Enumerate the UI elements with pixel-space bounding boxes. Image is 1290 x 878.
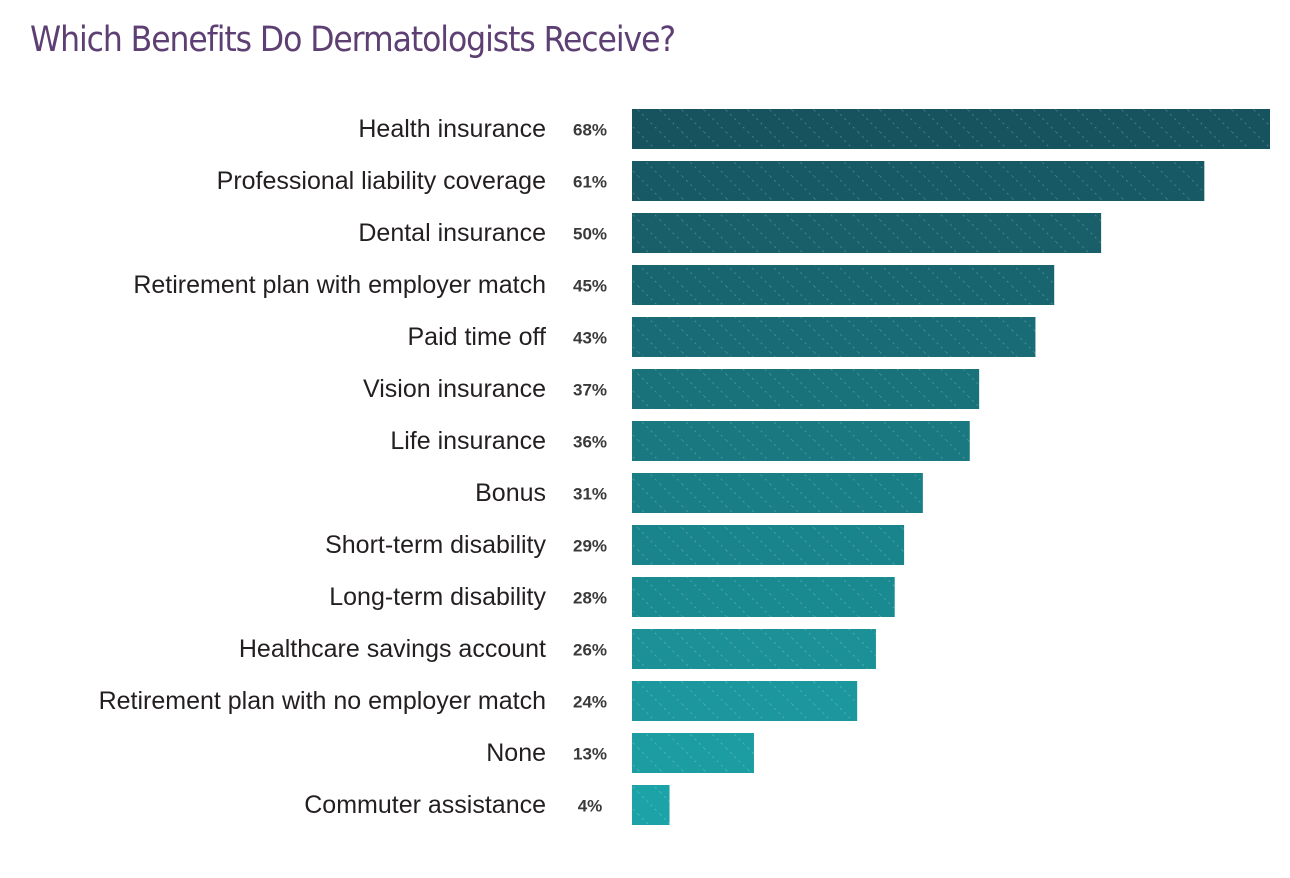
bar-row-professional-liability-coverage: Professional liability coverage 61%	[217, 161, 1205, 201]
chart-title: Which Benefits Do Dermatologists Receive…	[30, 20, 676, 60]
bar-texture-short-term-disability	[632, 525, 905, 565]
category-label-healthcare-savings-account: Healthcare savings account	[239, 635, 546, 663]
bar-texture-dental-insurance	[632, 213, 1102, 253]
bar-row-bonus: Bonus 31%	[475, 473, 923, 513]
value-label-short-term-disability: 29%	[573, 537, 607, 556]
value-label-health-insurance: 68%	[573, 121, 607, 140]
bar-texture-long-term-disability	[632, 577, 895, 617]
bar-texture-none	[632, 733, 754, 773]
value-label-dental-insurance: 50%	[573, 225, 607, 244]
bar-row-retirement-plan-with-no-employer-match: Retirement plan with no employer match 24…	[99, 681, 858, 721]
bar-row-long-term-disability: Long-term disability 28%	[329, 577, 895, 617]
bar-row-none: None 13%	[486, 733, 754, 773]
value-label-long-term-disability: 28%	[573, 589, 607, 608]
bar-texture-life-insurance	[632, 421, 970, 461]
bar-texture-health-insurance	[632, 109, 1270, 149]
bar-texture-professional-liability-coverage	[632, 161, 1205, 201]
category-label-dental-insurance: Dental insurance	[358, 219, 546, 247]
bar-row-dental-insurance: Dental insurance 50%	[358, 213, 1102, 253]
bar-texture-retirement-plan-with-employer-match	[632, 265, 1055, 305]
category-label-vision-insurance: Vision insurance	[363, 375, 546, 403]
bar-row-short-term-disability: Short-term disability 29%	[325, 525, 905, 565]
category-label-commuter-assistance: Commuter assistance	[304, 791, 546, 819]
bar-texture-retirement-plan-with-no-employer-match	[632, 681, 858, 721]
category-label-short-term-disability: Short-term disability	[325, 531, 546, 559]
bars-layer: Health insurance 68% Professional liabilit…	[99, 109, 1270, 825]
bar-texture-commuter-assistance	[632, 785, 670, 825]
value-label-vision-insurance: 37%	[573, 381, 607, 400]
bar-row-commuter-assistance: Commuter assistance 4%	[304, 785, 670, 825]
value-label-commuter-assistance: 4%	[578, 797, 603, 816]
category-label-long-term-disability: Long-term disability	[329, 583, 546, 611]
value-label-none: 13%	[573, 745, 607, 764]
value-label-retirement-plan-with-no-employer-match: 24%	[573, 693, 607, 712]
bar-texture-bonus	[632, 473, 923, 513]
category-label-retirement-plan-with-no-employer-match: Retirement plan with no employer match	[99, 687, 546, 715]
value-label-paid-time-off: 43%	[573, 329, 607, 348]
category-label-paid-time-off: Paid time off	[407, 323, 546, 351]
value-label-bonus: 31%	[573, 485, 607, 504]
value-label-life-insurance: 36%	[573, 433, 607, 452]
bar-row-life-insurance: Life insurance 36%	[390, 421, 970, 461]
bar-row-healthcare-savings-account: Healthcare savings account 26%	[239, 629, 876, 669]
bar-row-retirement-plan-with-employer-match: Retirement plan with employer match 45%	[133, 265, 1055, 305]
bar-texture-healthcare-savings-account	[632, 629, 876, 669]
value-label-professional-liability-coverage: 61%	[573, 173, 607, 192]
bar-row-paid-time-off: Paid time off 43%	[407, 317, 1036, 357]
bar-texture-vision-insurance	[632, 369, 980, 409]
value-label-healthcare-savings-account: 26%	[573, 641, 607, 660]
value-label-retirement-plan-with-employer-match: 45%	[573, 277, 607, 296]
bar-texture-paid-time-off	[632, 317, 1036, 357]
category-label-bonus: Bonus	[475, 479, 546, 507]
category-label-professional-liability-coverage: Professional liability coverage	[217, 167, 546, 195]
category-label-retirement-plan-with-employer-match: Retirement plan with employer match	[133, 271, 546, 299]
category-label-none: None	[486, 739, 546, 767]
bar-row-health-insurance: Health insurance 68%	[358, 109, 1270, 149]
category-label-life-insurance: Life insurance	[390, 427, 546, 455]
category-label-health-insurance: Health insurance	[358, 115, 546, 143]
bar-row-vision-insurance: Vision insurance 37%	[363, 369, 980, 409]
